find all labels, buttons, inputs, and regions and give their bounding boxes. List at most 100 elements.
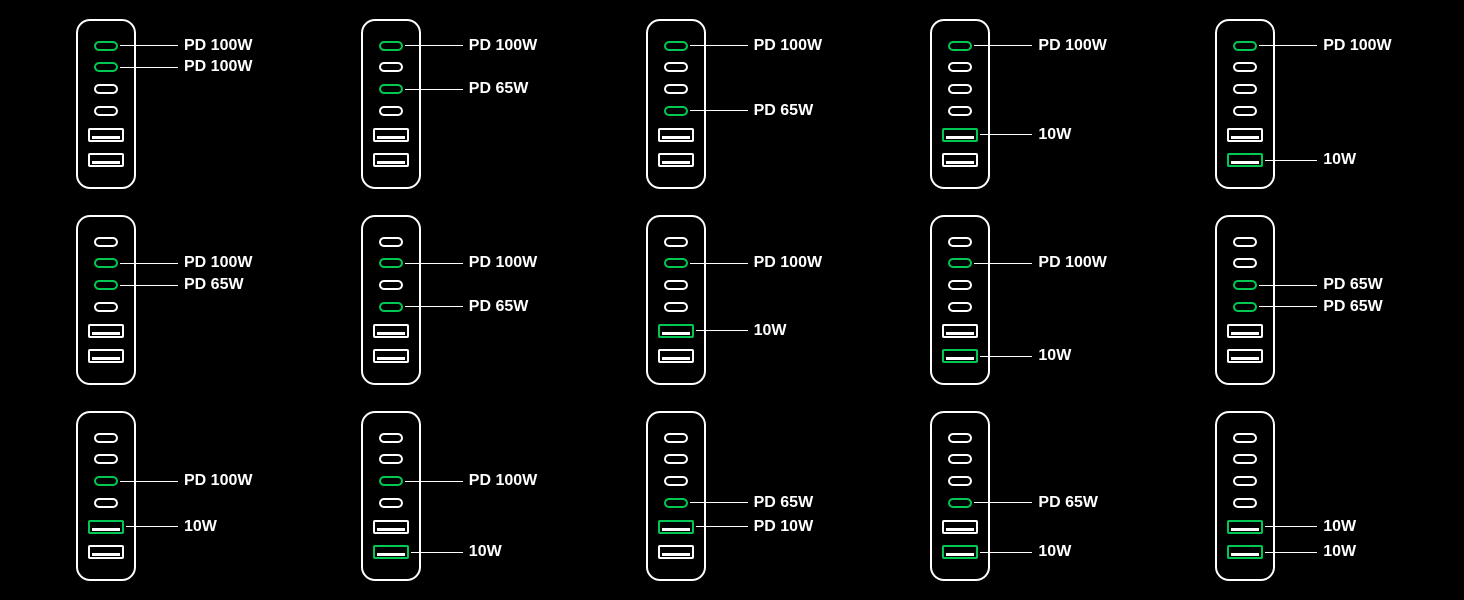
usb-a-port: 10W [942,545,978,559]
usb-c-port [948,302,972,312]
usb-a-port [942,520,978,534]
power-callout: PD 65W [690,494,814,512]
power-callout: 10W [126,518,217,536]
usb-c-port [379,237,403,247]
power-callout: PD 100W [974,254,1106,272]
usb-c-port [1233,258,1257,268]
usb-c-port [379,62,403,72]
charger-grid: PD 100WPD 100WPD 100WPD 65WPD 100WPD 65W… [0,0,1464,600]
callout-line [120,285,178,286]
usb-a-port: 10W [373,545,409,559]
usb-c-port: PD 65W [664,106,688,116]
power-label: 10W [1323,518,1356,536]
usb-a-port [88,153,124,167]
usb-c-port [948,106,972,116]
usb-c-port [94,84,118,94]
charger-cell: PD 100WPD 65W [20,206,305,394]
charger-cell: PD 100W 10W [874,10,1159,198]
callout-line [690,110,748,111]
usb-a-port [942,153,978,167]
power-label: PD 10W [754,518,814,536]
callout-line [405,45,463,46]
power-callout: PD 65W [1259,276,1383,294]
power-callout: 10W [980,126,1071,144]
usb-c-port [1233,498,1257,508]
usb-c-port [948,476,972,486]
charger-cell: PD 65WPD 65W [1159,206,1444,394]
usb-c-port: PD 100W [664,41,688,51]
power-label: PD 100W [754,254,822,272]
callout-line [411,552,463,553]
usb-c-port [664,84,688,94]
usb-c-port [379,454,403,464]
power-callout: PD 10W [696,518,814,536]
power-label: 10W [184,518,217,536]
power-callout: PD 65W [690,102,814,120]
usb-c-port [664,476,688,486]
usb-c-port [664,454,688,464]
usb-c-port [948,280,972,290]
usb-c-port: PD 100W [379,476,403,486]
charger-body: PD 100W 10W [361,411,421,581]
callout-line [405,263,463,264]
callout-line [1265,526,1317,527]
power-callout: 10W [411,543,502,561]
charger-cell: PD 100W 10W [305,402,590,590]
usb-c-port [664,237,688,247]
callout-line [696,526,748,527]
usb-c-port [664,302,688,312]
usb-a-port [373,520,409,534]
power-callout: 10W [980,347,1071,365]
usb-c-port [379,498,403,508]
callout-line [405,481,463,482]
charger-body: PD 100WPD 65W [361,19,421,189]
power-callout: PD 100W [690,37,822,55]
usb-c-port: PD 100W [94,62,118,72]
usb-a-port [373,153,409,167]
usb-c-port [1233,454,1257,464]
usb-a-port: 10W [1227,545,1263,559]
usb-c-port: PD 100W [379,258,403,268]
callout-line [120,481,178,482]
usb-c-port [379,106,403,116]
power-label: PD 100W [1323,37,1391,55]
charger-cell: PD 100W10W [1159,10,1444,198]
power-callout: PD 65W [974,494,1098,512]
usb-a-port [373,349,409,363]
usb-c-port [379,280,403,290]
power-label: PD 65W [469,80,529,98]
usb-c-port [1233,84,1257,94]
power-label: PD 100W [469,254,537,272]
usb-a-port [658,349,694,363]
power-callout: 10W [980,543,1071,561]
power-label: PD 65W [1038,494,1098,512]
charger-body: PD 100WPD 65W [76,215,136,385]
callout-line [120,263,178,264]
power-callout: PD 65W [120,276,244,294]
usb-c-port: PD 65W [94,280,118,290]
power-label: PD 100W [469,472,537,490]
usb-c-port [94,433,118,443]
charger-body: PD 100W10W [646,215,706,385]
power-callout: PD 100W [974,37,1106,55]
usb-c-port [664,280,688,290]
callout-line [690,502,748,503]
power-label: PD 65W [469,298,529,316]
charger-body: PD 65WPD 65W [1215,215,1275,385]
power-callout: PD 100W [120,58,252,76]
usb-a-port: 10W [88,520,124,534]
power-callout: PD 100W [405,254,537,272]
usb-a-port: 10W [1227,520,1263,534]
usb-c-port [1233,106,1257,116]
usb-a-port: 10W [942,349,978,363]
callout-line [980,356,1032,357]
charger-body: PD 100W10W [1215,19,1275,189]
callout-line [690,45,748,46]
charger-body: PD 100W10W [930,215,990,385]
usb-a-port [658,545,694,559]
callout-line [1265,160,1317,161]
power-label: 10W [754,322,787,340]
usb-c-port [948,454,972,464]
usb-c-port: PD 100W [948,41,972,51]
usb-a-port: 10W [942,128,978,142]
